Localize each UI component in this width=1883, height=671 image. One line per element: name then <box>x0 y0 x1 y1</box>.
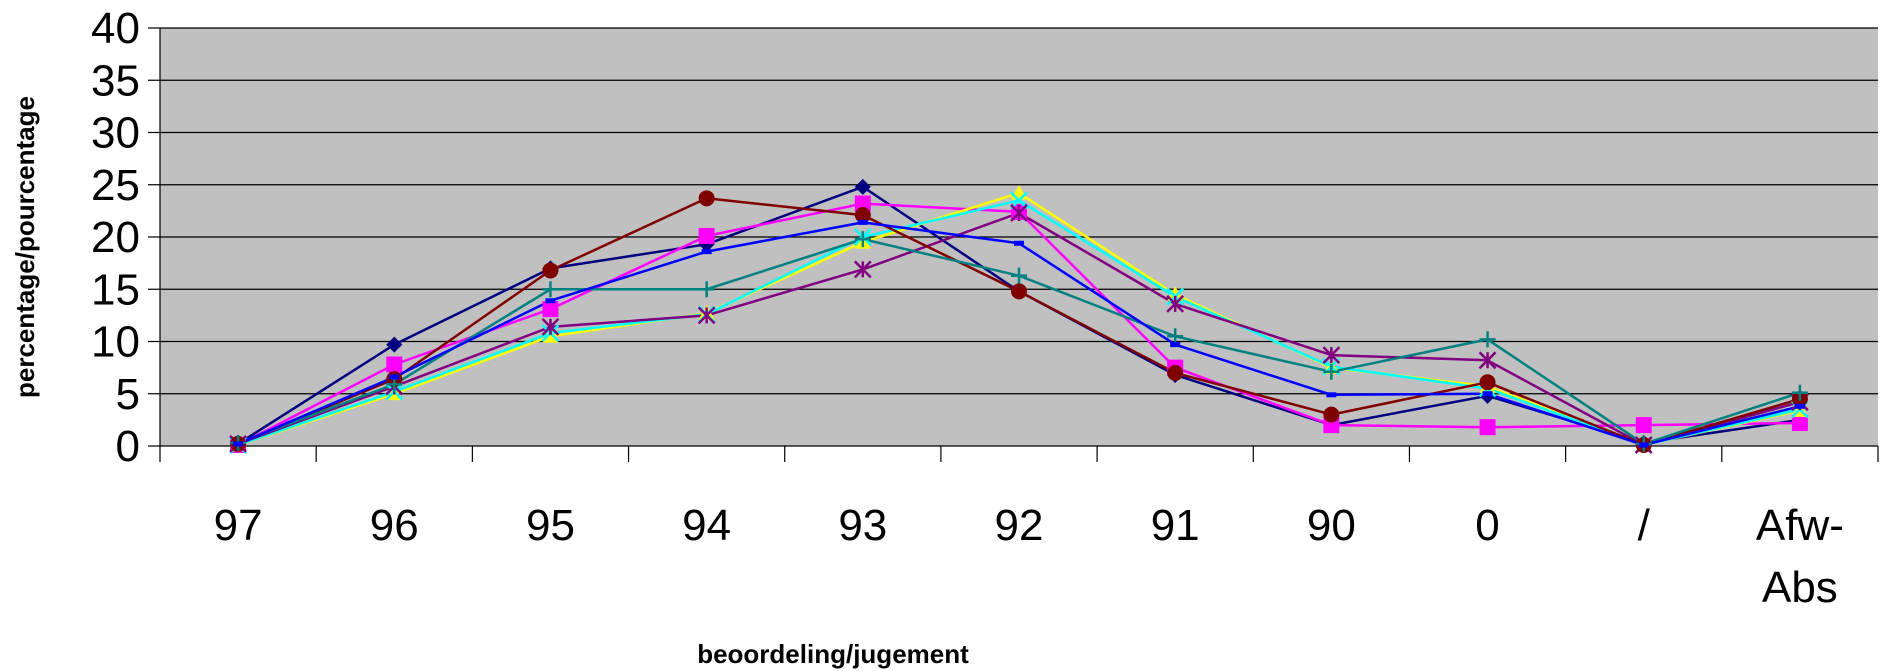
series-8-point <box>1794 403 1805 409</box>
series-8-point <box>545 298 556 304</box>
y-tick-label: 35 <box>91 56 140 105</box>
series-5-point <box>541 317 560 336</box>
series-2-point <box>1791 415 1808 432</box>
series-8-point <box>701 249 712 255</box>
x-tick-label: 94 <box>682 501 731 550</box>
series-markers <box>229 178 1809 454</box>
series-5-point <box>1166 294 1185 313</box>
series-7-point <box>854 231 871 248</box>
series-6-point <box>1011 283 1027 300</box>
x-tick-label: 97 <box>214 501 263 550</box>
series-4-point <box>1010 191 1028 210</box>
series-5-point <box>1478 351 1497 370</box>
series-7-point <box>1479 331 1496 348</box>
series-1-point <box>854 178 871 195</box>
x-tick-label: Afw-Abs <box>1756 501 1844 612</box>
series-2-point <box>1479 419 1496 436</box>
series-8-point <box>1482 391 1493 397</box>
axes <box>148 27 1879 462</box>
series-5-point <box>853 260 872 279</box>
series-6-point <box>542 262 559 279</box>
x-tick-label: / <box>1638 501 1651 550</box>
x-tick-label: 90 <box>1307 501 1356 550</box>
series-2-point <box>1635 417 1652 434</box>
series-5-point <box>1010 204 1028 222</box>
series-5-point <box>697 306 716 325</box>
x-tick-label: 95 <box>526 501 575 550</box>
series-7-point <box>1323 363 1340 380</box>
series-1-point <box>386 336 403 353</box>
x-tick-label: 96 <box>370 501 419 550</box>
x-axis-label: beoordeling/jugement <box>697 639 969 669</box>
series-6-point <box>1323 406 1340 423</box>
x-tick-label: 91 <box>1151 501 1200 550</box>
series-6-point <box>698 190 715 207</box>
series-8-point <box>857 219 868 225</box>
series-8-point <box>1170 342 1181 348</box>
series-7-point <box>1167 328 1184 345</box>
series-8-point <box>1014 240 1024 246</box>
y-axis-label: percentage/pourcentage <box>10 96 40 398</box>
y-tick-label: 30 <box>91 109 140 158</box>
series-3-point <box>542 328 559 343</box>
y-tick-label: 25 <box>91 161 140 210</box>
series-7-point <box>542 281 559 298</box>
x-tick-label: 93 <box>838 501 887 550</box>
series-2-point <box>386 356 403 373</box>
x-tick-labels: 97 96 95 94 93 92 91 90 0 / Afw-Abs <box>214 501 1844 612</box>
series-2-point <box>854 195 871 212</box>
series-2-point <box>698 227 715 244</box>
x-tick-label: 92 <box>995 501 1044 550</box>
series-7-point <box>1011 267 1027 284</box>
y-tick-label: 0 <box>116 422 140 471</box>
series-7-point <box>698 281 715 298</box>
y-tick-label: 5 <box>116 370 140 419</box>
y-tick-label: 15 <box>91 265 140 314</box>
series-5-point <box>1322 346 1341 364</box>
series-7-point <box>1791 384 1808 401</box>
series-8-point <box>1326 392 1337 398</box>
series-6-point <box>1167 364 1184 381</box>
y-tick-label: 40 <box>91 4 140 53</box>
series-2-point <box>542 301 559 318</box>
y-tick-label: 20 <box>91 213 140 262</box>
series-6-point <box>1479 374 1496 391</box>
x-tick-label: 0 <box>1475 501 1499 550</box>
series-3-point <box>1167 286 1184 301</box>
series-8-point <box>389 374 400 380</box>
y-tick-label: 10 <box>91 318 140 367</box>
series-6-point <box>854 207 871 224</box>
series-8-point <box>233 441 244 447</box>
series-8-point <box>1638 442 1649 448</box>
